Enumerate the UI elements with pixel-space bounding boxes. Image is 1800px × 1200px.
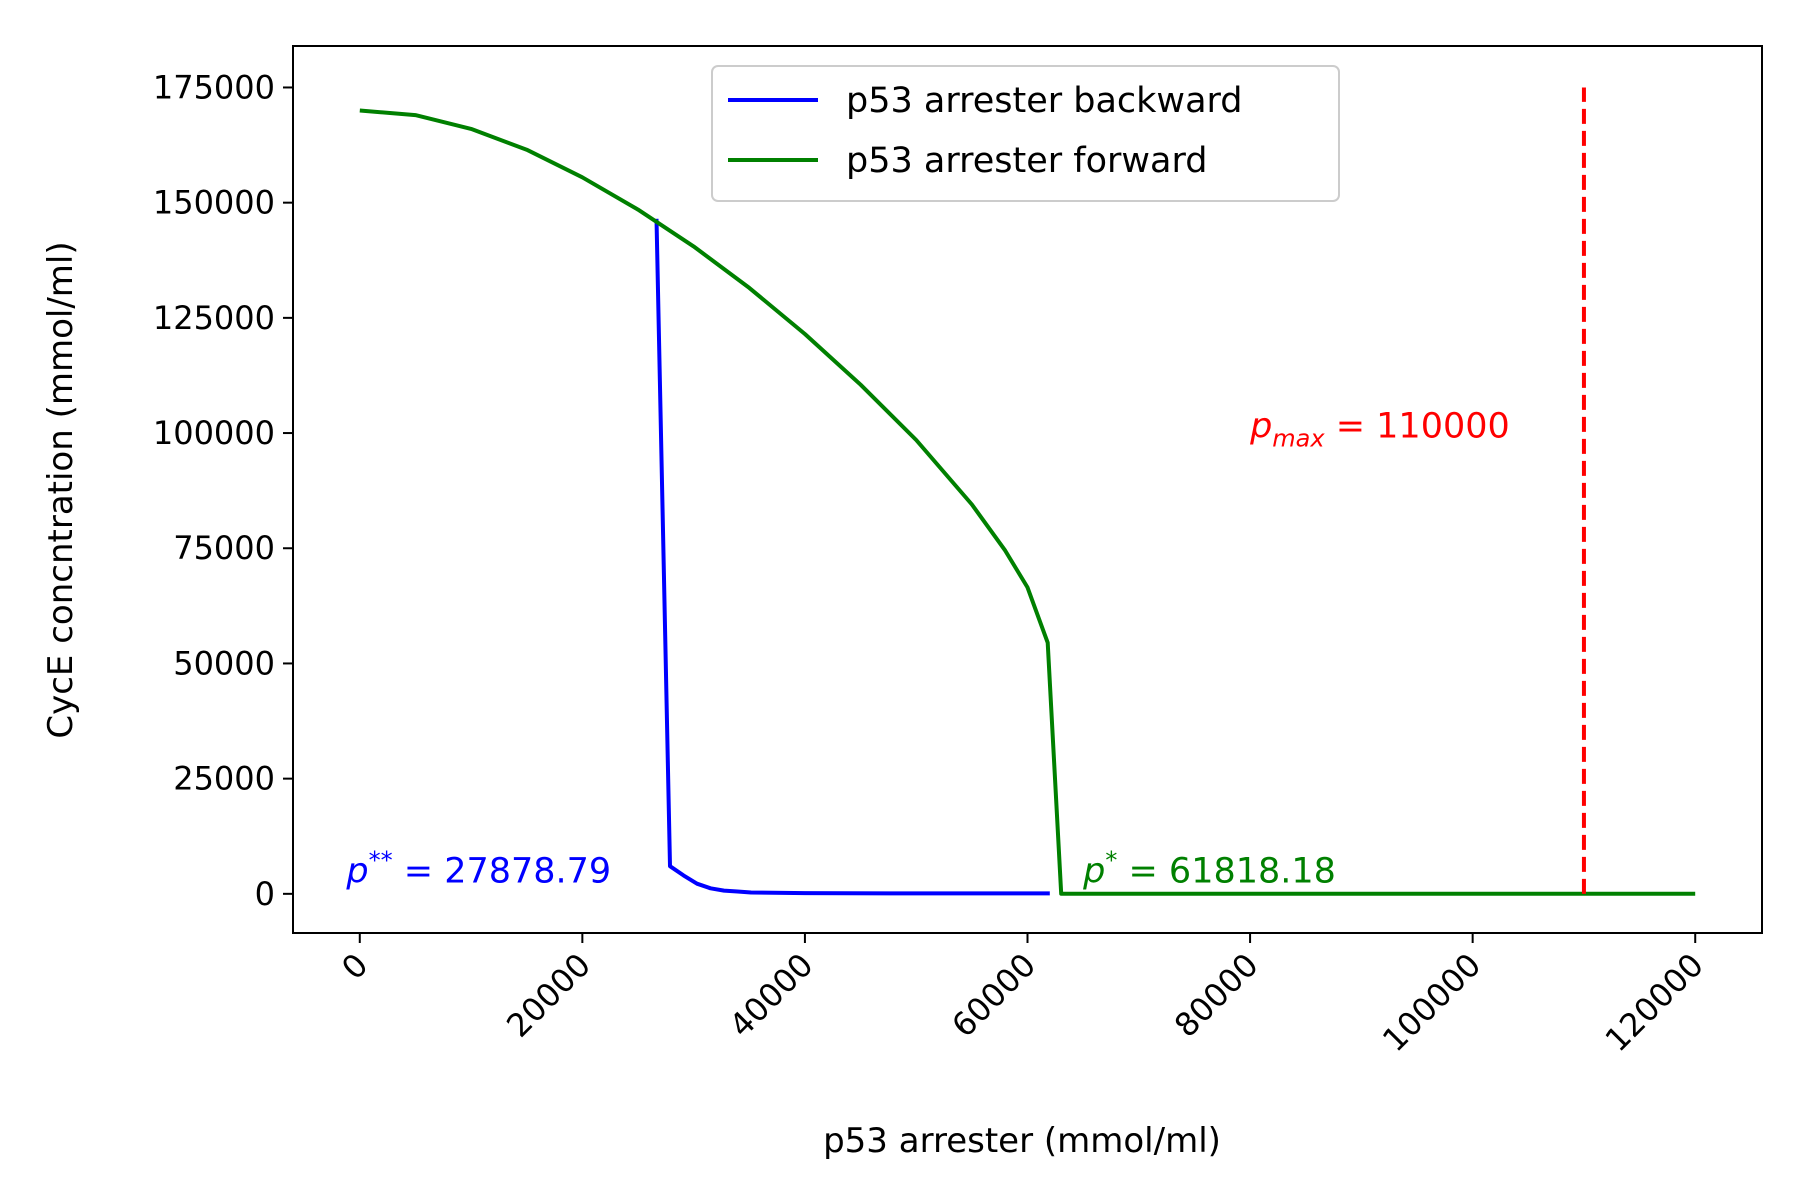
- x-tick-label: 100000: [1375, 946, 1488, 1059]
- x-tick-label: 40000: [722, 946, 821, 1045]
- y-axis-label: CycE concntration (mmol/ml): [41, 241, 81, 738]
- y-tick-label: 150000: [153, 184, 275, 222]
- series-line-0: [654, 218, 1050, 896]
- legend-box: [711, 65, 1340, 202]
- y-axis-ticks: 0 25000 50000 75000 100000 125000 150000 175000: [153, 68, 293, 913]
- y-tick-label: 50000: [173, 644, 275, 682]
- y-tick-label: 100000: [153, 414, 275, 452]
- y-tick-label: 125000: [153, 299, 275, 337]
- x-tick-label: 60000: [944, 946, 1043, 1045]
- y-tick-label: 25000: [173, 760, 275, 798]
- x-tick-label: 120000: [1598, 946, 1711, 1059]
- legend-label-backward: p53 arrester backward: [846, 81, 1243, 121]
- legend-label-forward: p53 arrester forward: [846, 141, 1207, 181]
- annotation-layer: p** = 27878.79 p* = 61818.18 pmax = 110000: [345, 407, 1509, 892]
- annotation-p-max: pmax = 110000: [1249, 407, 1510, 453]
- series-layer: [359, 108, 1696, 896]
- x-axis-label: p53 arrester (mmol/ml): [823, 1121, 1221, 1161]
- legend: p53 arrester backward p53 arrester forwa…: [711, 65, 1340, 202]
- x-tick-label: 20000: [499, 946, 598, 1045]
- y-tick-label: 0: [255, 875, 275, 913]
- x-tick-label: 80000: [1167, 946, 1266, 1045]
- x-axis-ticks: 0 20000 40000 60000 80000 100000 120000: [334, 933, 1711, 1059]
- series-line-1: [359, 108, 1696, 896]
- annotation-p-double-star: p** = 27878.79: [345, 846, 611, 891]
- x-tick-label: 0: [334, 946, 375, 987]
- y-tick-label: 75000: [173, 529, 275, 567]
- annotation-p-star: p* = 61818.18: [1082, 846, 1336, 891]
- y-tick-label: 175000: [153, 68, 275, 106]
